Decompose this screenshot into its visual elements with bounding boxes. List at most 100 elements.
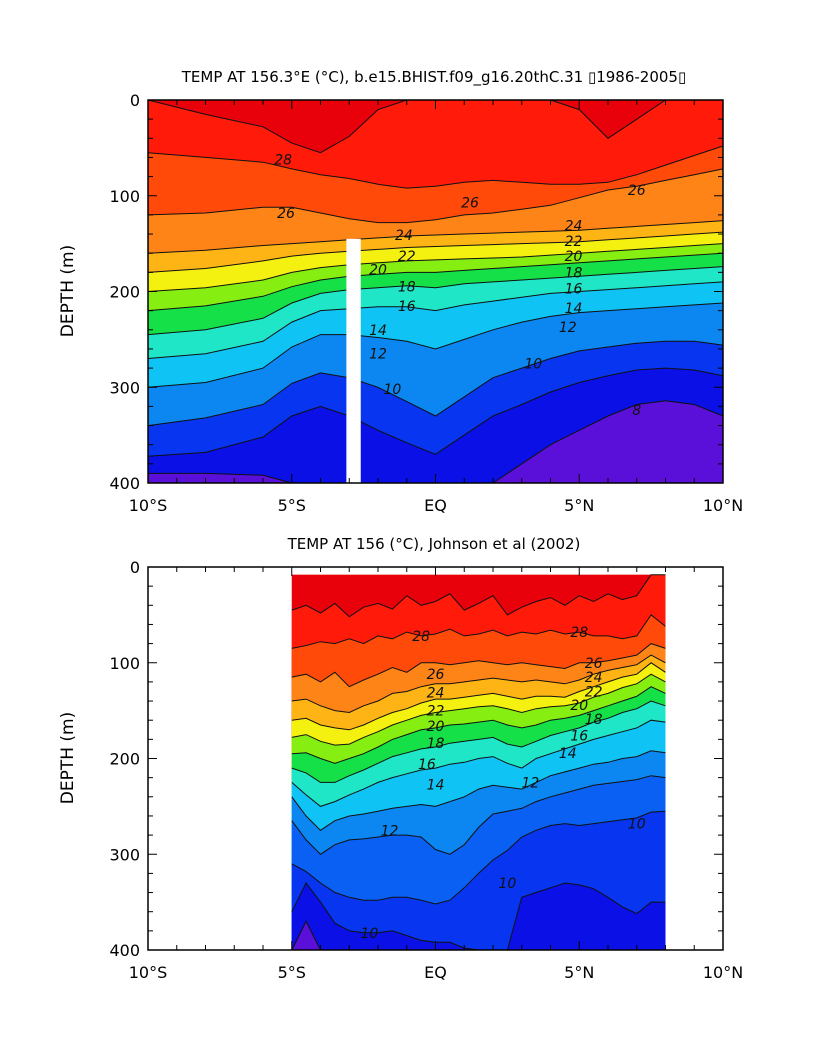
bottom-y-tick-label: 100	[109, 654, 140, 673]
top-contour-label: 14	[369, 323, 387, 339]
bottom-contour-label: 18	[585, 712, 603, 728]
top-isotherm-14	[147, 281, 724, 359]
top-y-tick-label: 400	[109, 474, 140, 493]
top-contour-label: 10	[383, 382, 401, 398]
bottom-contour-label: 16	[570, 729, 588, 745]
bottom-contour-label: 18	[427, 736, 445, 752]
top-isotherm-22	[147, 231, 724, 273]
bottom-contour-label: 26	[427, 667, 445, 683]
top-missing-data-band	[346, 238, 361, 483]
bottom-contour-label: 24	[427, 685, 445, 701]
top-contour-label: 28	[274, 152, 292, 168]
top-x-tick-label: 5°S	[278, 496, 306, 515]
top-contour-label: 24	[395, 228, 413, 244]
bottom-contour-label: 12	[381, 823, 399, 839]
top-contour-label: 26	[628, 183, 646, 199]
top-contour-label: 26	[277, 206, 295, 222]
bottom-x-tick-label: 5°N	[564, 963, 594, 982]
top-contour-lines	[147, 99, 724, 484]
top-panel: 2826262624242222202018181616141412121010…	[58, 68, 743, 515]
top-isotherm-16	[147, 266, 724, 336]
bottom-contour-label: 28	[570, 625, 588, 641]
bottom-fill-below-9	[291, 883, 666, 950]
top-isotherm-26	[147, 168, 724, 224]
bottom-contour-label: 10	[360, 926, 378, 942]
bottom-x-tick-label: 10°S	[129, 963, 168, 982]
top-axes: 10°S 5°S EQ 5°N 10°N 0 100 200 300 400	[109, 91, 743, 515]
bottom-x-tick-label: EQ	[424, 963, 447, 982]
top-isotherm-12	[147, 302, 724, 388]
top-chart-title: TEMP AT 156.3°E (°C), b.e15.BHIST.f09_g1…	[181, 68, 686, 87]
bottom-isotherm-24	[291, 654, 666, 714]
bottom-isotherm-28	[291, 614, 666, 649]
top-isotherm-20	[147, 243, 724, 292]
top-contour-label: 12	[369, 347, 387, 363]
top-x-tick-label: EQ	[424, 496, 447, 515]
top-isotherm-28	[147, 145, 724, 189]
top-x-tick-label: 5°N	[564, 496, 594, 515]
bottom-contour-label: 20	[427, 719, 445, 735]
top-y-tick-label: 200	[109, 283, 140, 302]
bottom-contour-label: 24	[585, 670, 603, 686]
top-y-tick-label: 300	[109, 378, 140, 397]
top-contour-label: 18	[398, 280, 416, 296]
top-contour-label: 24	[565, 218, 583, 234]
top-isotherm-18	[147, 252, 724, 312]
top-y-axis-label: DEPTH (m)	[58, 245, 78, 337]
bottom-isotherm-14	[291, 719, 666, 807]
top-masked-band	[346, 238, 361, 483]
bottom-isotherm-29	[291, 574, 666, 618]
bottom-y-tick-label: 0	[130, 558, 140, 577]
top-contour-label: 18	[565, 265, 583, 281]
bottom-contour-label: 26	[585, 656, 603, 672]
top-contour-label: 26	[461, 195, 479, 211]
bottom-contour-label: 14	[559, 746, 577, 762]
bottom-isotherm-20	[291, 673, 666, 746]
bottom-x-tick-label: 5°S	[278, 963, 306, 982]
bottom-contour-label: 20	[570, 698, 588, 714]
top-contour-label: 22	[565, 234, 583, 250]
top-y-tick-label: 100	[109, 187, 140, 206]
bottom-y-tick-label: 400	[109, 941, 140, 960]
bottom-contour-labels: 28 28262624242222202018181616141412121010…	[360, 625, 645, 942]
bottom-isotherm-26	[291, 643, 666, 688]
top-contour-label: 14	[565, 301, 583, 317]
top-y-tick-label: 0	[130, 91, 140, 110]
bottom-contour-label: 22	[427, 704, 445, 720]
bottom-isotherm-12	[291, 750, 666, 831]
bottom-contour-label: 14	[427, 777, 445, 793]
top-x-tick-label: 10°S	[129, 496, 168, 515]
top-contour-label: 16	[565, 282, 583, 298]
top-isotherm-9	[147, 367, 724, 457]
bottom-contour-label: 22	[585, 684, 603, 700]
bottom-chart-title: TEMP AT 156 (°C), Johnson et al (2002)	[287, 535, 581, 553]
bottom-isotherm-22	[291, 662, 666, 731]
top-x-tick-label: 10°N	[703, 496, 743, 515]
top-contour-label: 12	[559, 320, 577, 336]
bottom-isotherm-16	[291, 700, 666, 783]
top-contour-label: 20	[565, 249, 583, 265]
top-contour-fill	[148, 100, 723, 483]
top-contour-label: 20	[369, 262, 387, 278]
bottom-isotherm-18	[291, 686, 666, 764]
bottom-x-tick-label: 10°N	[703, 963, 743, 982]
bottom-panel: 28 28262624242222202018181616141412121010…	[58, 535, 743, 982]
top-fill-below-8	[148, 400, 723, 483]
bottom-contour-label: 16	[418, 757, 436, 773]
top-contour-label: 16	[398, 299, 416, 315]
top-contour-label: 8	[632, 403, 641, 419]
top-isotherm-24	[147, 220, 724, 254]
bottom-isotherm-11	[291, 775, 666, 855]
top-isotherm-10	[147, 340, 724, 427]
bottom-y-tick-label: 300	[109, 845, 140, 864]
top-contour-label: 22	[398, 249, 416, 265]
top-contour-labels: 2826262624242222202018181616141412121010…	[274, 152, 646, 419]
bottom-contour-label: 10	[628, 817, 646, 833]
bottom-contour-label: 12	[521, 775, 539, 791]
bottom-contour-label: 28	[412, 629, 430, 645]
bottom-contour-label: 10	[498, 876, 516, 892]
bottom-y-axis-label: DEPTH (m)	[58, 712, 78, 804]
bottom-axes: 10°S 5°S EQ 5°N 10°N 0 100 200 300 400	[109, 558, 743, 982]
bottom-isotherm-10	[291, 810, 666, 905]
